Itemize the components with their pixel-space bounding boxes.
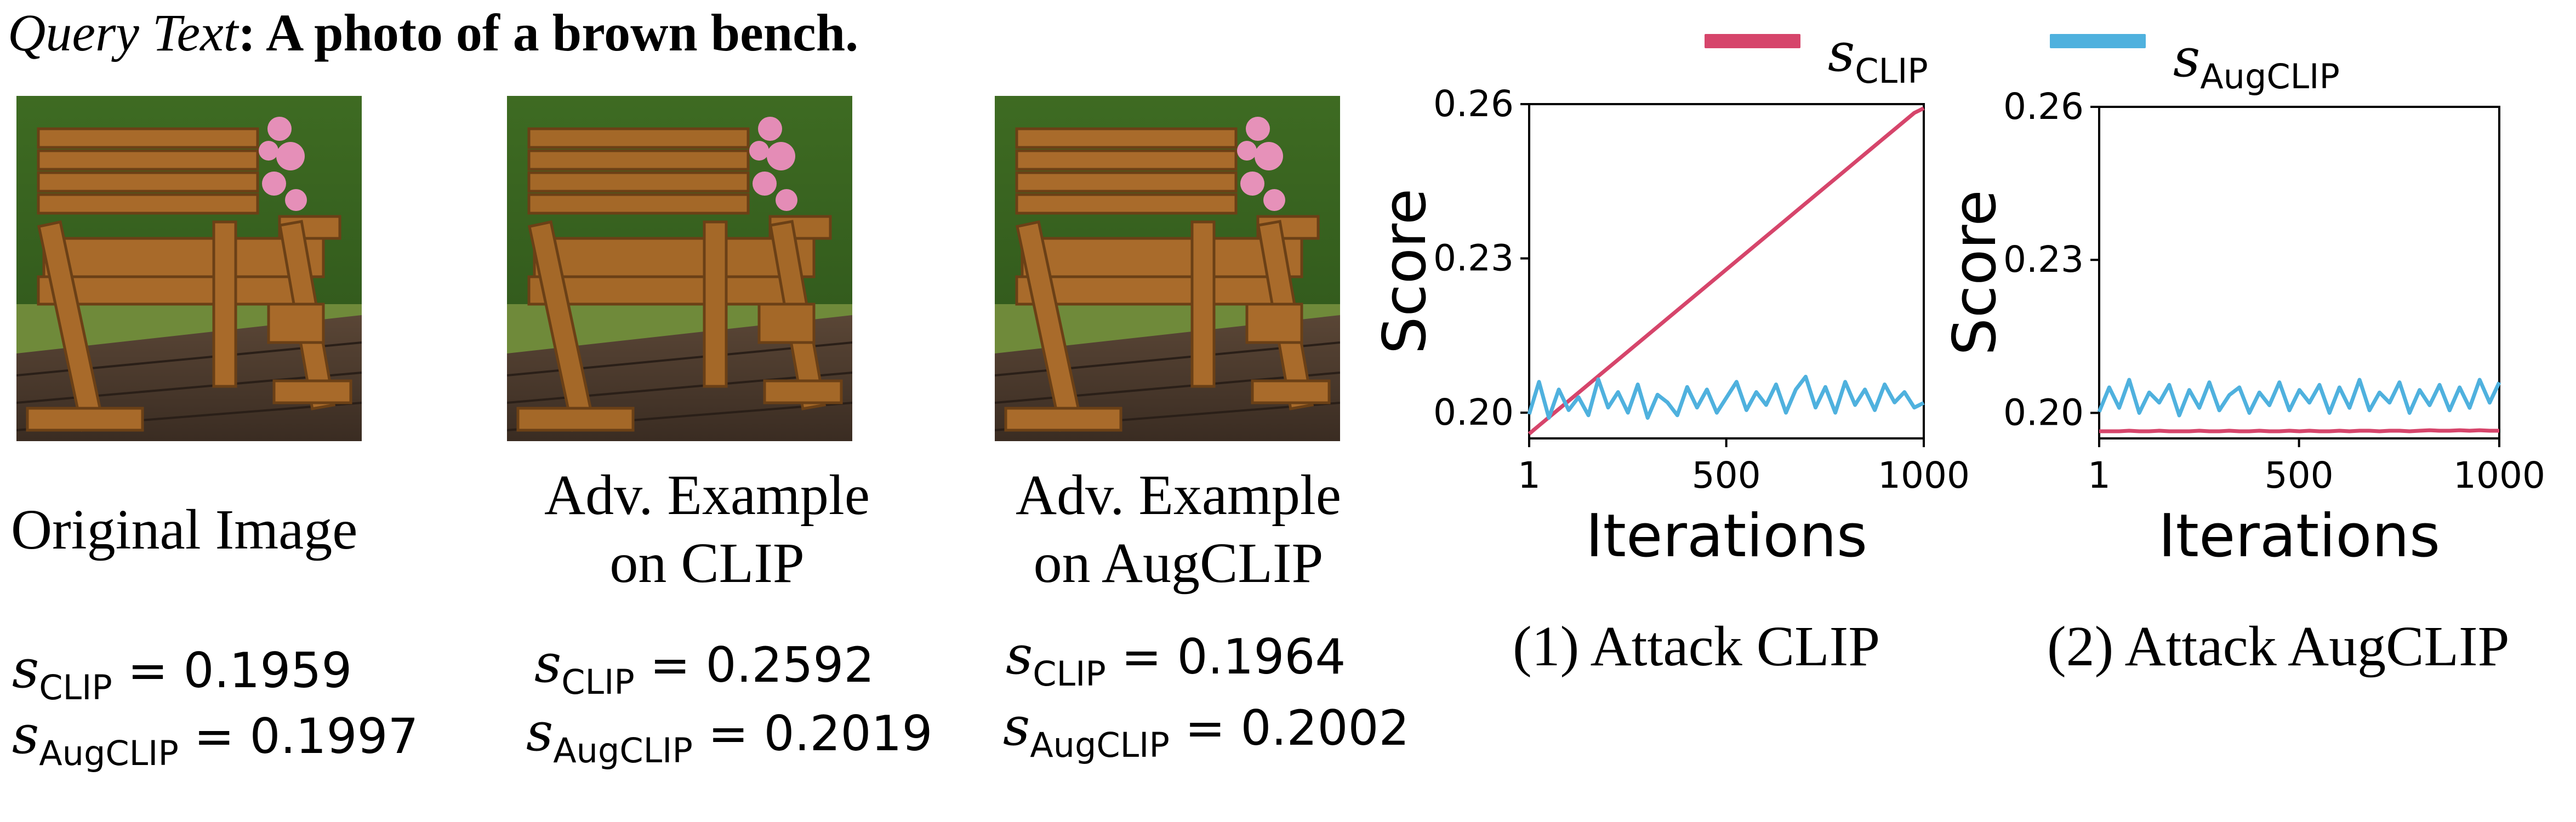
caption-line: on CLIP — [609, 532, 805, 595]
query-text: Query Text: A photo of a brown bench. — [8, 0, 858, 66]
chart-title-attack-augclip: (2) Attack AugCLIP — [2047, 615, 2510, 678]
legend-label-clip: sCLIP — [1828, 22, 1928, 91]
adv-example-augclip-image — [995, 96, 1340, 441]
y-tick-label: 0.26 — [1433, 83, 1514, 125]
caption-adv-augclip: Adv. Example on AugCLIP — [981, 461, 1376, 597]
x-tick-label: 500 — [1692, 454, 1761, 496]
y-tick-label: 0.20 — [1433, 391, 1514, 433]
caption-line: on AugCLIP — [1033, 532, 1324, 595]
series-line-augclip — [2097, 378, 2501, 418]
x-tick-label: 1 — [2088, 454, 2111, 496]
y-axis-label: Score — [1941, 190, 2009, 355]
x-tick-label: 500 — [2265, 454, 2334, 496]
x-tick-label: 1000 — [1878, 454, 1970, 496]
y-tick-label: 0.23 — [1433, 237, 1514, 279]
chart-attack-augclip: 0.20 0.23 0.26 1 500 1000 Iterations Score — [1941, 85, 2545, 570]
caption-adv-clip: Adv. Example on CLIP — [499, 461, 915, 597]
score-augclip-adv-augclip: sAugCLIP = 0.2002 — [1003, 696, 1410, 765]
chart-attack-clip: 0.20 0.23 0.26 1 500 1000 Iterations Score — [1371, 83, 1970, 570]
caption-line: Adv. Example — [544, 464, 870, 527]
legend-swatch-augclip — [2050, 34, 2146, 48]
caption-line: Original Image — [11, 498, 358, 561]
score-augclip-original: sAugCLIP = 0.1997 — [12, 704, 419, 773]
y-tick-label: 0.23 — [2003, 238, 2084, 281]
series-line-augclip — [1527, 374, 1925, 420]
x-tick-label: 1000 — [2453, 454, 2545, 496]
adv-example-clip-image — [507, 96, 852, 441]
y-axis-label: Score — [1371, 189, 1439, 354]
y-tick-label: 0.26 — [2003, 85, 2084, 128]
original-image — [16, 96, 362, 441]
score-augclip-adv-clip: sAugCLIP = 0.2019 — [526, 701, 933, 770]
y-tick-label: 0.20 — [2003, 391, 2084, 433]
legend-swatch-clip — [1705, 34, 1800, 48]
legend-label-augclip: sAugCLIP — [2173, 27, 2340, 96]
caption-line: Adv. Example — [1016, 464, 1341, 527]
chart-title-attack-clip: (1) Attack CLIP — [1513, 615, 1880, 678]
query-colon: : — [238, 3, 256, 62]
x-axis-label: Iterations — [2158, 502, 2440, 570]
query-sentence: A photo of a brown bench. — [255, 3, 859, 62]
score-clip-adv-augclip: sCLIP = 0.1964 — [1006, 625, 1346, 694]
x-tick-label: 1 — [1518, 454, 1541, 496]
x-axis-label: Iterations — [1586, 502, 1867, 570]
caption-original: Original Image — [11, 496, 395, 564]
query-label: Query Text — [8, 3, 238, 62]
score-clip-original: sCLIP = 0.1959 — [12, 638, 352, 707]
series-line-clip — [1528, 106, 1925, 436]
score-clip-adv-clip: sCLIP = 0.2592 — [534, 633, 875, 702]
series-line-clip — [2099, 428, 2499, 433]
